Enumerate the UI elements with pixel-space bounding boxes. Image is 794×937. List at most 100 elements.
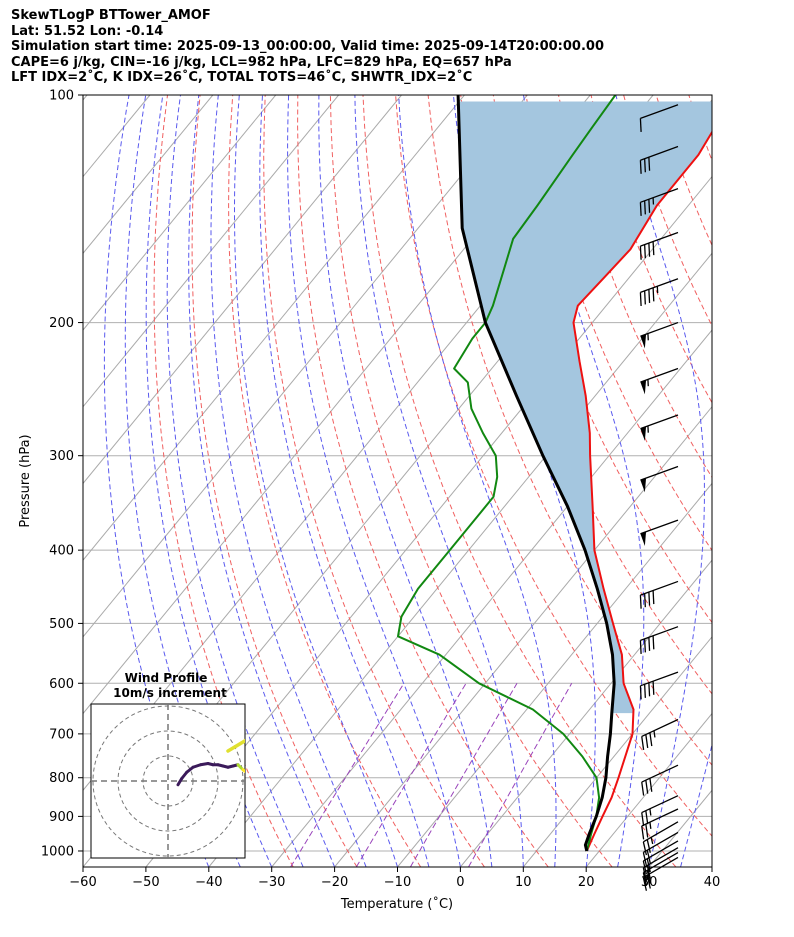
- dewpoint-line: [397, 95, 617, 852]
- time-line: Simulation start time: 2025-09-13_00:00:…: [11, 39, 604, 54]
- wind-barb-staff: [640, 321, 679, 337]
- y-tick-label: 600: [49, 677, 74, 692]
- wind-barb-flag: [639, 640, 642, 654]
- dry-adiabat: [362, 95, 677, 867]
- isotherm-line: [83, 95, 277, 331]
- moist-adiabat: [166, 95, 304, 867]
- wind-barb-pennant: [640, 334, 647, 349]
- y-tick-label: 800: [49, 771, 74, 786]
- wind-barb-flag: [643, 290, 646, 305]
- wind-barb-flag: [646, 839, 651, 853]
- moist-adiabat: [259, 95, 430, 867]
- moist-adiabat: [711, 865, 712, 867]
- wind-barb-staff: [640, 580, 679, 596]
- x-tick-label: 20: [578, 875, 595, 890]
- wind-barb-staff: [640, 465, 679, 481]
- wind-barb-staff: [641, 718, 679, 737]
- wind-barb-staff: [641, 795, 679, 814]
- wind-barb-flag: [639, 118, 642, 133]
- y-tick-label: 900: [49, 810, 74, 825]
- x-tick-label: −10: [384, 875, 411, 890]
- wind-barb-flag: [649, 778, 653, 792]
- wind-barb-flag: [641, 781, 645, 796]
- wind-barb-flag: [652, 241, 655, 256]
- isotherm-line: [83, 95, 340, 408]
- wind-barb-flag: [642, 872, 648, 887]
- mixing-ratio-line: [409, 683, 518, 867]
- dry-adiabat: [525, 95, 712, 552]
- dry-adiabat: [153, 95, 294, 867]
- x-tick-label: −40: [195, 875, 222, 890]
- wind-barb-staff: [640, 188, 679, 203]
- wind-barb-pennant: [640, 426, 647, 441]
- dry-adiabat: [655, 95, 712, 247]
- wind-barb-pennant: [640, 478, 647, 493]
- wind-barb: [639, 188, 679, 216]
- x-tick-label: −30: [258, 875, 285, 890]
- wind-barb-flag: [648, 682, 651, 697]
- dry-adiabat: [263, 95, 485, 867]
- hodograph-segment: [241, 768, 245, 774]
- wind-barb-flag: [639, 202, 642, 216]
- wind-barb: [641, 718, 679, 750]
- wind-barb-staff: [640, 278, 679, 294]
- wind-barb-flag: [645, 823, 649, 838]
- wind-barb-flag: [643, 200, 646, 215]
- wind-barb-half-flag: [649, 822, 652, 829]
- wind-barb-flag: [643, 638, 646, 653]
- y-tick-label: 400: [49, 544, 74, 559]
- wind-barb-flag: [649, 732, 653, 747]
- temperature-line: [572, 130, 712, 852]
- x-tick-label: 10: [515, 875, 532, 890]
- wind-barb-pennant: [640, 531, 647, 546]
- x-tick-label: 30: [641, 875, 658, 890]
- dry-adiabat: [688, 95, 712, 162]
- moist-adiabat: [287, 95, 461, 867]
- wind-barb-flag: [642, 841, 648, 856]
- y-tick-label: 500: [49, 617, 74, 632]
- wind-barb-flag: [646, 865, 651, 879]
- wind-barb-flag: [641, 812, 645, 827]
- x-tick-label: −60: [69, 875, 96, 890]
- wind-barb-flag: [643, 244, 646, 259]
- wind-barb: [640, 465, 679, 493]
- parcel-line: [456, 95, 616, 852]
- isotherm-line: [711, 866, 712, 867]
- wind-barb-staff: [640, 519, 679, 535]
- wind-barb: [639, 231, 679, 260]
- chart-header: SkewTLogP BTTower_AMOF Lat: 51.52 Lon: -…: [11, 8, 604, 86]
- hodograph-subtitle: 10m/s increment: [113, 686, 227, 700]
- wind-barb-flag: [652, 590, 655, 605]
- wind-barb-staff: [640, 367, 679, 383]
- wind-barb-flag: [642, 860, 648, 875]
- wind-barb-half-flag: [649, 808, 652, 816]
- wind-barb-flag: [642, 867, 648, 882]
- isotherm-line: [145, 175, 712, 867]
- isotherm-line: [585, 712, 712, 867]
- wind-barb-flag: [648, 243, 651, 257]
- wind-barb-staff: [643, 821, 679, 843]
- x-tick-label: 40: [704, 875, 721, 890]
- dry-adiabat: [191, 95, 358, 867]
- dry-adiabat: [297, 95, 549, 867]
- wind-barb-flag: [646, 850, 651, 864]
- wind-barb: [640, 519, 679, 546]
- wind-barb: [639, 278, 679, 307]
- dry-adiabat: [721, 95, 794, 867]
- wind-barb-flag: [646, 858, 651, 873]
- dry-adiabat: [228, 95, 422, 867]
- mixing-ratio-line: [355, 683, 467, 867]
- isotherm-line: [83, 95, 528, 638]
- isotherm-line: [83, 95, 214, 255]
- hodograph-inset: Wind Profile 10m/s increment: [90, 671, 246, 859]
- dry-adiabat: [395, 95, 712, 837]
- wind-barb-flag: [639, 595, 642, 609]
- mixing-ratio-line: [290, 683, 405, 867]
- dry-adiabat: [787, 95, 794, 867]
- wind-barb-flag: [648, 157, 651, 171]
- wind-barb-flag: [643, 684, 646, 698]
- moist-adiabat: [318, 95, 493, 867]
- wind-barb: [642, 821, 679, 856]
- dry-adiabat: [329, 95, 613, 867]
- moist-adiabat: [354, 95, 524, 867]
